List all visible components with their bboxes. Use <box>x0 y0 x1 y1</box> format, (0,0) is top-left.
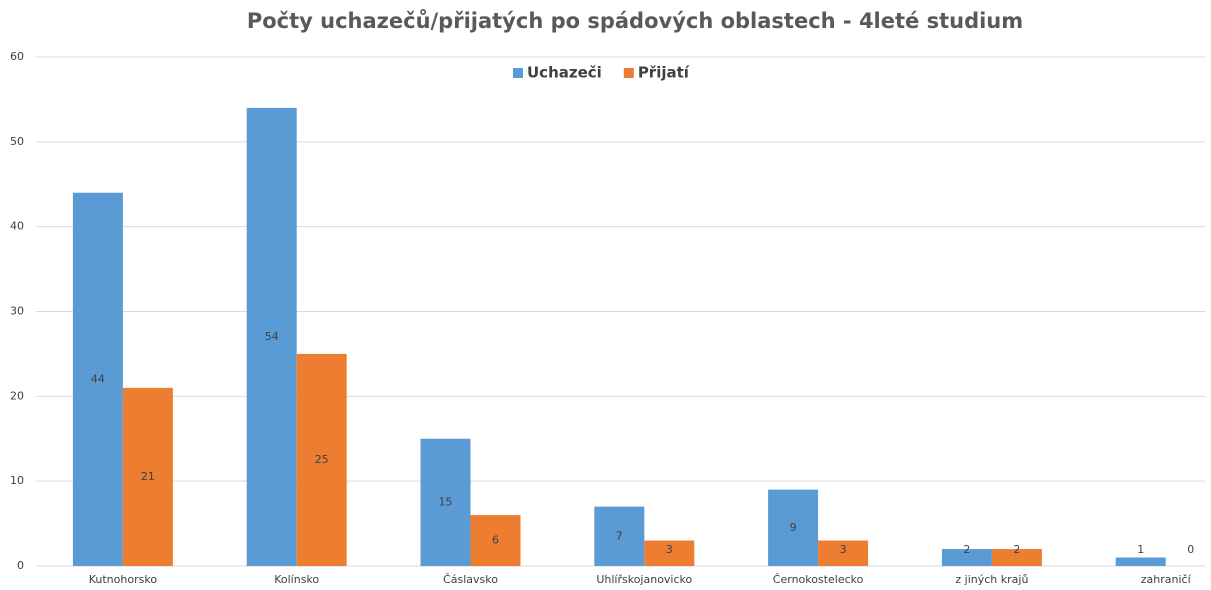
legend-swatch <box>513 68 523 78</box>
data-label: 3 <box>666 543 673 556</box>
x-tick-label: Uhlířskojanovicko <box>596 573 692 586</box>
x-tick-label: z jiných krajů <box>955 573 1028 586</box>
y-tick-label: 0 <box>17 559 24 572</box>
legend-swatch <box>623 68 634 78</box>
bar <box>296 353 347 566</box>
bar <box>246 107 297 567</box>
data-label: 6 <box>492 534 499 547</box>
bar <box>72 192 123 566</box>
data-label: 0 <box>1187 543 1194 556</box>
data-label: 2 <box>963 543 970 556</box>
data-label: 9 <box>790 521 797 534</box>
bar <box>1115 557 1166 566</box>
x-tick-label: Kolínsko <box>274 573 319 586</box>
data-label: 44 <box>91 372 105 385</box>
y-tick-label: 60 <box>10 50 24 63</box>
bar <box>420 438 471 566</box>
bar <box>594 506 645 566</box>
y-tick-label: 50 <box>10 135 24 148</box>
x-tick-label: Černokostelecko <box>773 573 864 586</box>
x-tick-label: zahraničí <box>1141 573 1192 586</box>
y-tick-label: 10 <box>10 474 24 487</box>
y-tick-label: 20 <box>10 389 24 402</box>
bar <box>818 540 869 566</box>
bar <box>768 489 819 566</box>
data-label: 7 <box>616 529 623 542</box>
y-tick-label: 40 <box>10 220 24 233</box>
bar <box>122 387 173 566</box>
legend-label: Uchazeči <box>527 64 602 82</box>
chart-title: Počty uchazečů/přijatých po spádových ob… <box>247 9 1023 33</box>
bar <box>644 540 695 566</box>
legend-label: Přijatí <box>638 64 690 82</box>
x-tick-label: Čáslavsko <box>443 573 498 586</box>
data-label: 54 <box>265 330 279 343</box>
data-label: 1 <box>1137 543 1144 556</box>
data-label: 3 <box>840 543 847 556</box>
y-tick-label: 30 <box>10 305 24 318</box>
bar <box>991 549 1042 566</box>
data-label: 25 <box>315 453 329 466</box>
data-label: 2 <box>1013 543 1020 556</box>
x-tick-label: Kutnohorsko <box>89 573 158 586</box>
bar <box>470 515 521 566</box>
bar <box>941 549 992 566</box>
data-label: 21 <box>141 470 155 483</box>
data-label: 15 <box>439 495 453 508</box>
